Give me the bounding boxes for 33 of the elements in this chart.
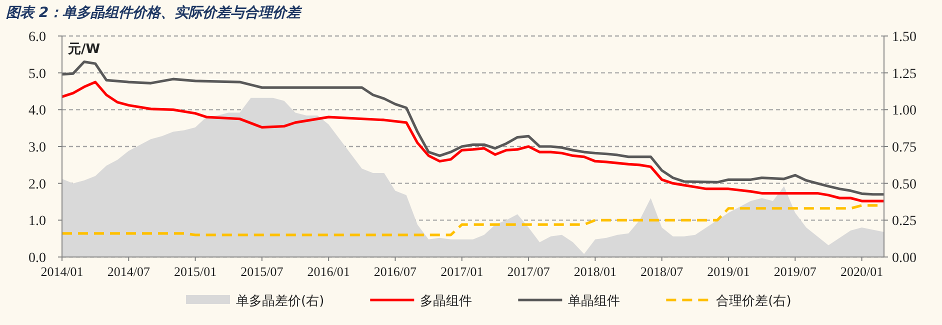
y2-tick-label: 1.00 [892, 104, 916, 119]
legend-label: 合理价差(右) [716, 294, 792, 309]
x-tick-label: 2017/07 [507, 264, 550, 279]
y-tick-label: 5.0 [28, 66, 46, 82]
y2-tick-label: 0.25 [892, 214, 916, 230]
x-tick-label: 2016/07 [374, 264, 418, 279]
y2-tick-label: 0.00 [892, 251, 916, 266]
y2-tick-label: 1.25 [892, 66, 916, 82]
y-tick-label: 6.0 [28, 30, 46, 45]
legend-label: 单晶组件 [568, 294, 620, 309]
y2-tick-label: 0.50 [892, 177, 916, 192]
x-tick-label: 2019/01 [707, 264, 750, 279]
legend-label: 多晶组件 [420, 294, 472, 309]
y2-tick-label: 1.50 [892, 30, 916, 45]
y-tick-label: 1.0 [28, 214, 46, 230]
y-tick-label: 2.0 [28, 177, 46, 192]
x-tick-label: 2016/01 [307, 264, 350, 279]
x-tick-label: 2018/01 [574, 264, 616, 279]
y2-tick-label: 0.75 [892, 140, 916, 156]
x-tick-label: 2015/01 [174, 264, 217, 279]
x-tick-label: 2018/07 [640, 264, 684, 279]
x-tick-label: 2015/07 [240, 264, 284, 279]
x-tick-label: 2014/07 [107, 264, 150, 279]
y-tick-label: 3.0 [28, 140, 46, 156]
y-axis-title: 元/W [67, 42, 100, 57]
y-tick-label: 4.0 [28, 104, 46, 119]
chart-title: 图表 2：单多晶组件价格、实际价差与合理价差 [6, 4, 303, 21]
x-tick-label: 2017/01 [440, 264, 484, 279]
x-tick-label: 2014/01 [40, 264, 84, 279]
x-tick-label: 2019/07 [774, 264, 817, 279]
x-tick-label: 2020/01 [840, 264, 884, 279]
legend-label: 单多晶差价(右) [236, 294, 324, 309]
y-tick-label: 0.0 [28, 251, 46, 266]
